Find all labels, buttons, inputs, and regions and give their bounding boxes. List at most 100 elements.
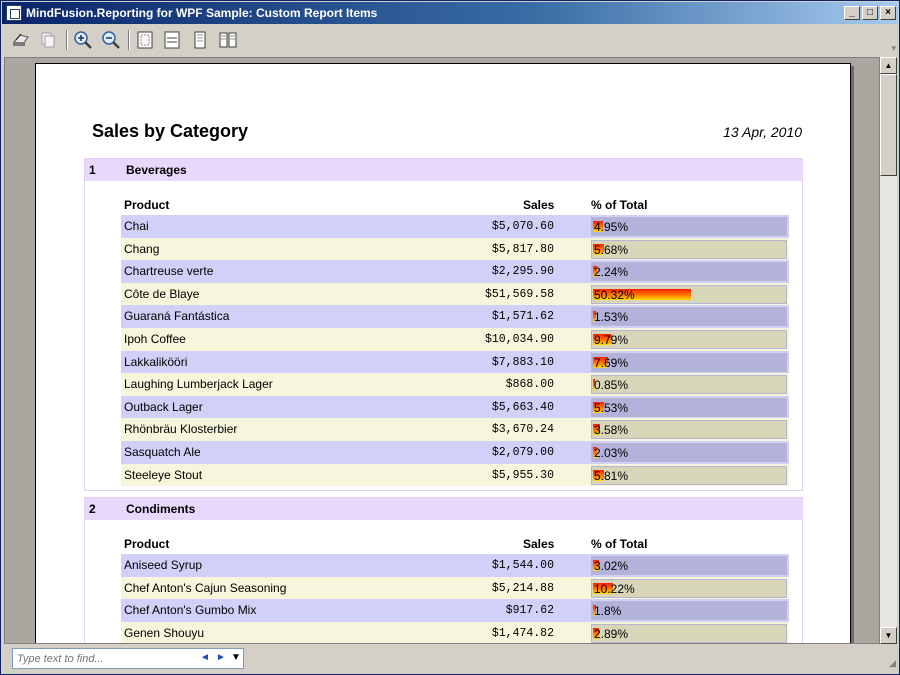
percent-bar-fill (593, 560, 599, 571)
table-row: Laughing Lumberjack Lager $868.00 0.85% (121, 373, 789, 396)
percent-bar: 0.85% (591, 375, 787, 395)
find-options-icon[interactable]: ▼ (231, 652, 241, 663)
percent-bar-fill (593, 266, 598, 278)
product-sales: $1,571.62 (491, 310, 554, 324)
window-title: MindFusion.Reporting for WPF Sample: Cus… (26, 6, 378, 20)
zoom-in-icon[interactable] (71, 28, 95, 52)
category-name: Condiments (126, 502, 196, 516)
product-name: Steeleye Stout (124, 467, 203, 482)
toolbar-separator (128, 30, 130, 50)
scroll-down-icon[interactable]: ▼ (880, 627, 897, 644)
report-page: Sales by Category 13 Apr, 2010 1 Beverag… (35, 63, 851, 643)
percent-label: 2.24% (594, 265, 629, 280)
category-name: Beverages (126, 163, 187, 177)
product-sales: $5,817.80 (491, 242, 554, 256)
table-row: Chang $5,817.80 5.68% (121, 237, 789, 261)
find-next-icon[interactable]: ► (216, 652, 226, 663)
product-sales: $868.00 (505, 378, 554, 392)
scroll-up-icon[interactable]: ▲ (880, 57, 897, 74)
product-sales: $3,670.24 (491, 423, 554, 437)
title-bar[interactable]: MindFusion.Reporting for WPF Sample: Cus… (2, 2, 898, 24)
category-block-condiments: 2 Condiments Product Sales % of Total An… (84, 497, 803, 643)
percent-bar: 10.22% (591, 578, 787, 598)
percent-bar: 50.32% (591, 284, 787, 304)
percent-label: 10.22% (594, 581, 635, 596)
percent-label: 1.53% (594, 310, 629, 325)
table-row: Genen Shouyu $1,474.82 2.89% (121, 621, 789, 643)
scroll-thumb[interactable] (880, 74, 897, 176)
percent-bar-fill (593, 311, 596, 323)
product-sales: $917.62 (505, 604, 554, 618)
maximize-button[interactable]: □ (862, 6, 878, 20)
table-row: Guaraná Fantástica $1,571.62 1.53% (121, 305, 789, 328)
percent-label: 3.02% (594, 559, 629, 573)
product-sales: $7,883.10 (491, 355, 554, 369)
product-name: Ipoh Coffee (124, 331, 186, 346)
category-block-beverages: 1 Beverages Product Sales % of Total Cha… (84, 158, 803, 492)
report-title: Sales by Category (92, 121, 249, 141)
percent-label: 4.95% (594, 220, 629, 234)
percent-bar: 5.68% (591, 239, 787, 259)
product-name: Laughing Lumberjack Lager (124, 377, 273, 392)
percent-bar: 9.79% (591, 329, 787, 349)
percent-label: 2.89% (594, 626, 629, 641)
toolbar: ▾ (2, 25, 898, 55)
percent-bar: 3.02% (591, 556, 787, 575)
percent-bar-fill (593, 424, 600, 436)
product-sales: $10,034.90 (484, 332, 554, 346)
percent-bar: 3.58% (591, 420, 787, 440)
category-header: 2 Condiments (85, 498, 802, 520)
copy-icon[interactable] (36, 28, 60, 52)
app-icon (6, 5, 22, 21)
column-header-sales: Sales (523, 537, 555, 551)
fit-page-icon[interactable] (133, 28, 157, 52)
find-input[interactable] (17, 651, 187, 666)
product-sales: $2,295.90 (491, 265, 554, 279)
product-rows: Chai $5,070.60 4.95% Chang $5,817.80 5.68% Cha… (85, 215, 802, 487)
table-row: Chartreuse verte $2,295.90 2.24% (121, 260, 789, 283)
column-header-product: Product (124, 198, 170, 212)
product-name: Chang (124, 241, 160, 256)
percent-label: 0.85% (594, 378, 629, 393)
two-pages-icon[interactable] (216, 28, 240, 52)
vertical-scrollbar[interactable]: ▲ ▼ (880, 57, 897, 644)
percent-bar-fill (593, 288, 691, 300)
table-row: Sasquatch Ale $2,079.00 2.03% (121, 440, 789, 464)
table-row: Steeleye Stout $5,955.30 5.81% (121, 463, 789, 487)
column-header-percent: % of Total (591, 198, 648, 212)
product-name: Chef Anton's Cajun Seasoning (124, 580, 287, 595)
toolbar-separator (66, 30, 68, 50)
category-number: 1 (89, 163, 96, 177)
percent-bar-fill (593, 221, 603, 232)
product-sales: $5,955.30 (491, 468, 554, 482)
minimize-button[interactable]: _ (844, 6, 860, 20)
close-button[interactable]: × (880, 6, 896, 20)
product-sales: $51,569.58 (484, 287, 554, 301)
product-name: Chai (124, 219, 149, 233)
table-row: Chef Anton's Gumbo Mix $917.62 1.8% (121, 599, 789, 622)
fit-width-icon[interactable] (160, 28, 184, 52)
product-sales: $5,663.40 (491, 400, 554, 414)
product-sales: $2,079.00 (491, 445, 554, 459)
percent-bar-fill (593, 401, 604, 413)
print-icon[interactable] (9, 28, 33, 52)
column-header-percent: % of Total (591, 537, 648, 551)
percent-bar: 5.53% (591, 397, 787, 417)
product-sales: $5,214.88 (491, 581, 554, 595)
product-sales: $1,544.00 (491, 559, 554, 572)
percent-bar-fill (593, 582, 613, 594)
zoom-out-icon[interactable] (99, 28, 123, 52)
single-page-icon[interactable] (188, 28, 212, 52)
percent-bar-fill (593, 446, 597, 458)
table-row: Chef Anton's Cajun Seasoning $5,214.88 10.… (121, 576, 789, 600)
find-previous-icon[interactable]: ◄ (200, 652, 210, 663)
percent-bar-fill (593, 356, 608, 368)
resize-grip-icon[interactable]: ◢ (889, 658, 896, 668)
column-header-row: Product Sales % of Total (85, 520, 802, 554)
product-name: Rhönbräu Klosterbier (124, 422, 238, 437)
product-name: Aniseed Syrup (124, 558, 203, 572)
report-viewport[interactable]: Sales by Category 13 Apr, 2010 1 Beverag… (4, 57, 880, 644)
status-bar: ◄ ► ▼ ◢ (2, 646, 898, 674)
percent-label: 5.68% (594, 242, 629, 257)
